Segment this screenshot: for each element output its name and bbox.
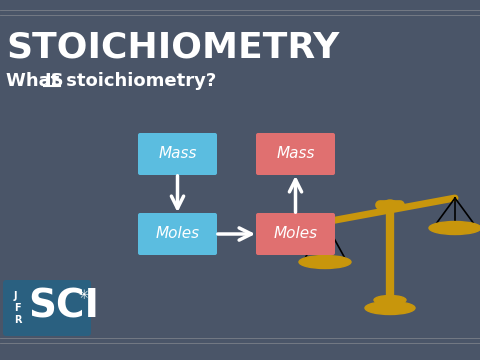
Text: Mass: Mass — [276, 147, 315, 162]
Text: IS: IS — [44, 72, 64, 90]
FancyBboxPatch shape — [3, 280, 91, 336]
Text: J: J — [14, 291, 17, 301]
Ellipse shape — [383, 200, 397, 210]
Ellipse shape — [429, 221, 480, 234]
Text: Moles: Moles — [274, 226, 318, 242]
FancyBboxPatch shape — [256, 133, 335, 175]
Text: Moles: Moles — [156, 226, 200, 242]
Text: F: F — [14, 303, 21, 313]
Text: stoichiometry?: stoichiometry? — [60, 72, 216, 90]
Ellipse shape — [365, 302, 415, 315]
Text: What: What — [6, 72, 65, 90]
Text: SCI: SCI — [28, 288, 99, 326]
Text: STOICHIOMETRY: STOICHIOMETRY — [6, 30, 339, 64]
FancyBboxPatch shape — [138, 213, 217, 255]
Text: Mass: Mass — [158, 147, 197, 162]
Ellipse shape — [299, 256, 351, 269]
Ellipse shape — [374, 296, 406, 305]
Text: ✳: ✳ — [78, 289, 88, 302]
FancyBboxPatch shape — [138, 133, 217, 175]
FancyBboxPatch shape — [256, 213, 335, 255]
Text: R: R — [14, 315, 22, 325]
